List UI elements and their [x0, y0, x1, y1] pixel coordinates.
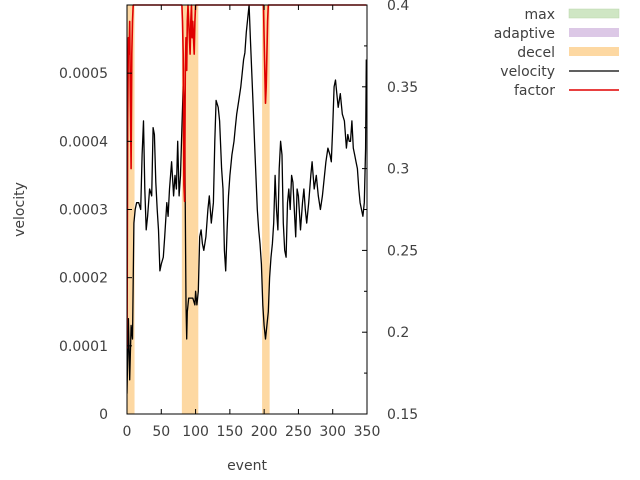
y-axis-label: velocity: [12, 182, 28, 237]
legend-swatch-decel: [569, 47, 619, 56]
axis-ticks: 0 50 100 150 200 250 300 350 0 0.0001 0.0002 0.0003…: [59, 0, 418, 440]
x-tick-label-0: 0: [123, 424, 132, 440]
y-tick-label-1: 0.0001: [59, 339, 108, 355]
y-tick-label-3: 0.0003: [59, 203, 108, 219]
legend-swatch-adaptive: [569, 28, 619, 37]
x-tick-label-3: 150: [216, 424, 243, 440]
legend-label-max: max: [524, 7, 555, 23]
legend: max adaptive decel velocity factor: [494, 7, 620, 99]
y-tick-label-2: 0.0002: [59, 271, 108, 287]
x-tick-label-1: 50: [152, 424, 170, 440]
plot-frame: [126, 4, 368, 415]
decel-band-1: [181, 5, 199, 414]
y-tick-label-4: 0.0004: [59, 134, 108, 150]
legend-label-adaptive: adaptive: [494, 26, 555, 42]
x-axis-label: event: [227, 458, 267, 474]
y2-tick-label-4: 0.35: [387, 80, 418, 96]
y2-tick-label-2: 0.25: [387, 243, 418, 259]
legend-label-decel: decel: [517, 45, 555, 61]
x-tick-label-2: 100: [182, 424, 209, 440]
y2-tick-label-3: 0.3: [387, 162, 409, 178]
x-tick-label-5: 250: [285, 424, 312, 440]
factor-line: [127, 4, 367, 349]
velocity-line: [127, 4, 367, 394]
y-tick-label-0: 0: [99, 407, 108, 423]
legend-label-factor: factor: [514, 83, 555, 99]
decel-band-2: [262, 5, 270, 414]
x-tick-label-6: 300: [319, 424, 346, 440]
y2-tick-label-5: 0.4: [387, 0, 409, 14]
x-tick-label-4: 200: [251, 424, 278, 440]
y-tick-label-5: 0.0005: [59, 66, 108, 82]
legend-swatch-max: [568, 8, 620, 19]
x-tick-label-7: 350: [354, 424, 381, 440]
legend-label-velocity: velocity: [500, 64, 555, 80]
series-lines: [127, 4, 367, 394]
y2-tick-label-0: 0.15: [387, 407, 418, 423]
y2-tick-label-1: 0.2: [387, 325, 409, 341]
